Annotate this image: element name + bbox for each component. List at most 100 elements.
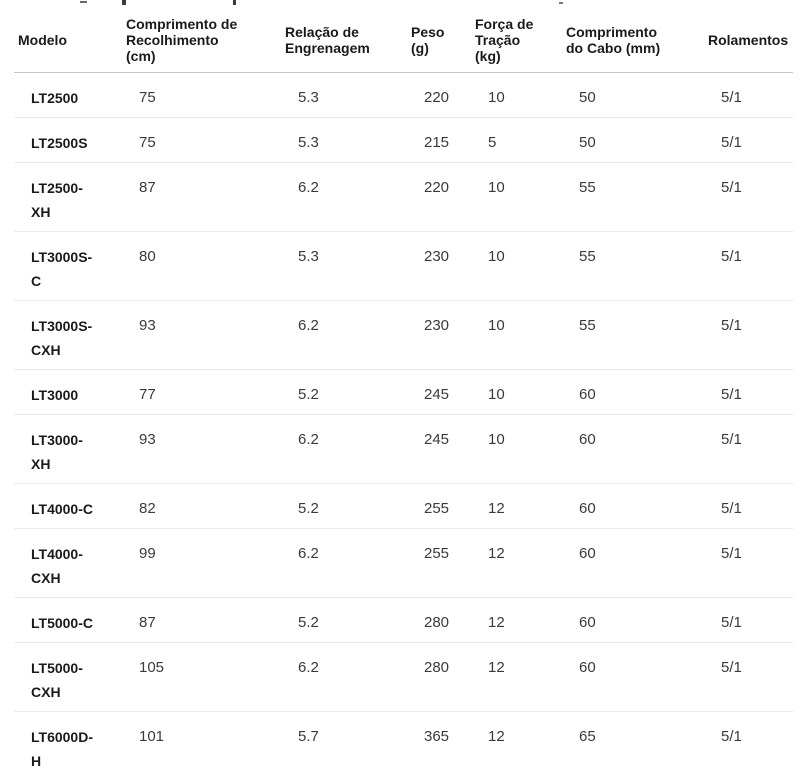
- cell-recolhimento: 75: [139, 89, 156, 106]
- cell-tracao: 12: [471, 483, 562, 529]
- cropped-text-fragment: [559, 2, 563, 4]
- cell-engrenagem: 5.3: [298, 89, 319, 106]
- cell-peso: 255: [407, 483, 471, 529]
- cell-recolhimento: 105: [122, 642, 281, 712]
- cell-engrenagem: 5.7: [281, 711, 407, 772]
- table-row: LT3000S-CXH 93 6.2 230 10 55 5/1: [14, 300, 793, 370]
- cropped-text-fragment: [80, 1, 87, 3]
- cell-tracao: 5: [471, 117, 562, 163]
- cell-peso: 365: [407, 711, 471, 772]
- cell-recolhimento: 80: [122, 231, 281, 301]
- cell-model: LT2500: [31, 90, 79, 106]
- cell-model: LT3000S-CXH: [14, 300, 122, 370]
- table-body: LT2500 75 5.3 220 10 50 5/1 LT2500S 75 5…: [14, 73, 793, 772]
- table-row: LT3000 77 5.2 245 10 60 5/1: [14, 369, 793, 415]
- cell-engrenagem: 5.2: [281, 597, 407, 643]
- cell-tracao: 12: [471, 642, 562, 712]
- col-header-rolamentos: Rolamentos: [704, 8, 793, 73]
- cell-tracao: 10: [488, 89, 505, 106]
- table-row: LT4000-C 82 5.2 255 12 60 5/1: [14, 483, 793, 529]
- col-header-cabo: Comprimento do Cabo (mm): [562, 8, 704, 73]
- cell-cabo: 60: [562, 483, 704, 529]
- cell-rolamentos: 5/1: [704, 162, 793, 232]
- cell-model: LT2500-XH: [14, 162, 122, 232]
- cell-cabo: 55: [562, 231, 704, 301]
- table-row: LT4000-CXH 99 6.2 255 12 60 5/1: [14, 528, 793, 598]
- cell-peso: 255: [407, 528, 471, 598]
- cell-model: LT4000-CXH: [14, 528, 122, 598]
- table-row: LT3000-XH 93 6.2 245 10 60 5/1: [14, 414, 793, 484]
- cell-rolamentos: 5/1: [704, 642, 793, 712]
- cell-peso: 245: [407, 369, 471, 415]
- table-row: LT5000-C 87 5.2 280 12 60 5/1: [14, 597, 793, 643]
- cell-rolamentos: 5/1: [704, 414, 793, 484]
- spec-table: Modelo Comprimento de Recolhimento (cm) …: [14, 8, 793, 772]
- cell-engrenagem: 5.2: [281, 483, 407, 529]
- cell-engrenagem: 6.2: [281, 162, 407, 232]
- cell-engrenagem: 6.2: [281, 414, 407, 484]
- cell-rolamentos: 5/1: [704, 300, 793, 370]
- col-header-modelo: Modelo: [14, 8, 122, 73]
- table-row: LT2500 75 5.3 220 10 50 5/1: [14, 73, 793, 118]
- col-header-label: Modelo: [18, 32, 67, 48]
- cell-peso: 245: [407, 414, 471, 484]
- col-header-engrenagem: Relação de Engrenagem: [281, 8, 407, 73]
- cell-model: LT3000S-C: [14, 231, 122, 301]
- cell-cabo: 55: [562, 162, 704, 232]
- cell-recolhimento: 87: [122, 162, 281, 232]
- table-header: Modelo Comprimento de Recolhimento (cm) …: [14, 8, 793, 73]
- cell-recolhimento: 99: [122, 528, 281, 598]
- cell-model: LT5000-CXH: [14, 642, 122, 712]
- cell-tracao: 10: [471, 231, 562, 301]
- cell-model: LT6000D-H: [14, 711, 122, 772]
- col-header-label: Peso (g): [411, 24, 445, 56]
- cell-cabo: 60: [562, 414, 704, 484]
- cell-tracao: 12: [471, 528, 562, 598]
- col-header-label: Comprimento de Recolhimento (cm): [126, 16, 238, 64]
- cell-peso: 230: [407, 300, 471, 370]
- cell-tracao: 10: [471, 162, 562, 232]
- cell-model: LT5000-C: [14, 597, 122, 643]
- cell-rolamentos: 5/1: [704, 711, 793, 772]
- cell-tracao: 12: [471, 597, 562, 643]
- col-header-label: Rolamentos: [708, 32, 789, 48]
- cell-recolhimento: 93: [122, 414, 281, 484]
- cell-recolhimento: 101: [122, 711, 281, 772]
- cell-tracao: 12: [471, 711, 562, 772]
- col-header-label: Força de Tração (kg): [475, 16, 534, 64]
- cell-peso: 220: [407, 162, 471, 232]
- cell-engrenagem: 5.3: [281, 231, 407, 301]
- cell-rolamentos: 5/1: [704, 117, 793, 163]
- cell-rolamentos: 5/1: [721, 89, 742, 106]
- cell-recolhimento: 93: [122, 300, 281, 370]
- cell-cabo: 60: [562, 369, 704, 415]
- cell-cabo: 60: [562, 528, 704, 598]
- col-header-peso: Peso (g): [407, 8, 471, 73]
- cell-recolhimento: 75: [122, 117, 281, 163]
- cell-cabo: 55: [562, 300, 704, 370]
- cell-peso: 280: [407, 597, 471, 643]
- cell-peso: 215: [407, 117, 471, 163]
- table-row: LT6000D-H 101 5.7 365 12 65 5/1: [14, 711, 793, 772]
- cell-engrenagem: 5.2: [281, 369, 407, 415]
- cell-peso: 280: [407, 642, 471, 712]
- col-header-label: Comprimento do Cabo (mm): [566, 24, 661, 56]
- cell-recolhimento: 77: [122, 369, 281, 415]
- header-row: Modelo Comprimento de Recolhimento (cm) …: [14, 8, 793, 73]
- cell-rolamentos: 5/1: [704, 528, 793, 598]
- cell-model: LT3000: [14, 369, 122, 415]
- cell-cabo: 50: [562, 117, 704, 163]
- cell-model: LT4000-C: [14, 483, 122, 529]
- cell-model: LT3000-XH: [14, 414, 122, 484]
- cropped-text-fragment: [233, 0, 236, 5]
- cell-rolamentos: 5/1: [704, 369, 793, 415]
- table-row: LT2500-XH 87 6.2 220 10 55 5/1: [14, 162, 793, 232]
- cell-tracao: 10: [471, 300, 562, 370]
- cell-peso: 230: [407, 231, 471, 301]
- cell-tracao: 10: [471, 414, 562, 484]
- col-header-label: Relação de Engrenagem: [285, 24, 370, 56]
- cell-model: LT2500S: [14, 117, 122, 163]
- cell-cabo: 60: [562, 597, 704, 643]
- cell-engrenagem: 6.2: [281, 642, 407, 712]
